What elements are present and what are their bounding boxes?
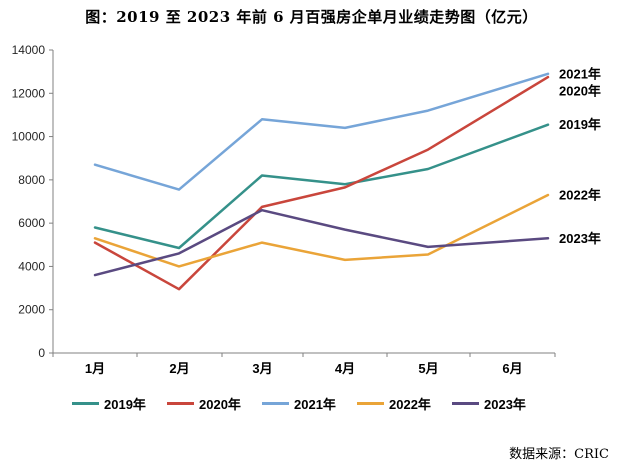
source-note: 数据来源：CRIC: [509, 447, 609, 462]
y-tick-label: 4000: [18, 259, 45, 273]
y-tick-label: 6000: [18, 216, 45, 230]
legend-swatch: [452, 402, 479, 405]
series-line-2020年: [93, 75, 550, 291]
legend-swatch: [357, 402, 384, 405]
y-tick-label: 14000: [12, 43, 46, 57]
legend-swatch: [167, 402, 194, 405]
series-line-2021年: [93, 72, 550, 191]
series-end-label-2021年: 2021年: [559, 66, 601, 81]
series-end-label-2022年: 2022年: [559, 188, 601, 203]
legend-swatch: [72, 402, 99, 405]
x-tick-label: 6月: [502, 361, 522, 376]
legend-item-2022年: 2022年: [357, 394, 452, 413]
series-end-label-2020年: 2020年: [559, 83, 601, 98]
x-tick-label: 4月: [335, 361, 355, 376]
legend-label: 2021年: [294, 397, 336, 412]
y-tick-label: 0: [38, 346, 45, 360]
series-line-2023年: [93, 208, 550, 277]
series-end-label-2019年: 2019年: [559, 117, 601, 132]
legend-label: 2023年: [484, 397, 526, 412]
y-tick-label: 2000: [18, 303, 45, 317]
legend-label: 2022年: [389, 397, 431, 412]
y-tick-label: 12000: [12, 86, 46, 100]
series-end-label-2023年: 2023年: [559, 231, 601, 246]
legend-item-2021年: 2021年: [262, 394, 357, 413]
series-line-2019年: [93, 123, 550, 250]
legend-item-2023年: 2023年: [452, 394, 547, 413]
y-tick-label: 10000: [12, 130, 46, 144]
legend-label: 2020年: [199, 397, 241, 412]
y-tick-label: 8000: [18, 173, 45, 187]
legend-label: 2019年: [104, 397, 146, 412]
x-tick-label: 3月: [252, 361, 272, 376]
legend-item-2019年: 2019年: [72, 394, 167, 413]
series-line-2022年: [93, 193, 550, 268]
legend-item-2020年: 2020年: [167, 394, 262, 413]
chart-title: 图：2019 至 2023 年前 6 月百强房企单月业绩走势图（亿元）: [85, 8, 538, 26]
line-chart: 0 2000 4000 6000 8000 10000 12000 14000 1月 2月 3月 4月…: [12, 43, 601, 376]
x-tick-label: 2月: [169, 361, 189, 376]
legend: 2019年 2020年 2021年 2022年 2023年: [72, 394, 547, 413]
x-tick-label: 5月: [418, 361, 438, 376]
legend-swatch: [262, 402, 289, 405]
x-tick-label: 1月: [85, 361, 105, 376]
